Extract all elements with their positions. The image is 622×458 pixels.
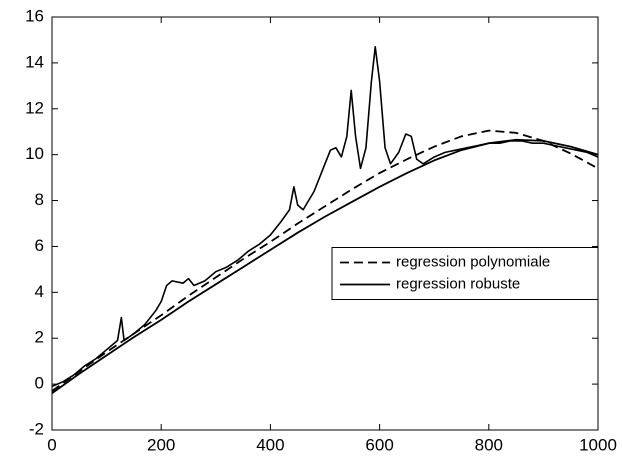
y-tick-label: 6 [35,236,44,255]
x-tick-label: 800 [475,435,503,454]
y-tick-label: 8 [35,190,44,209]
x-tick-label: 200 [147,435,175,454]
y-tick-label: 16 [25,6,44,25]
y-tick-label: 14 [25,52,44,71]
y-tick-label: 12 [25,98,44,117]
series-line [51,129,599,392]
y-tick-label: 10 [25,144,44,163]
legend-box [331,247,599,300]
y-tick-label: 4 [35,282,44,301]
legend-label: regression robuste [396,275,520,292]
plot-frame [51,16,599,431]
x-tick-label: 600 [365,435,393,454]
x-tick-label: 1000 [579,435,617,454]
y-tick-label: 2 [35,328,44,347]
series-line [51,138,599,395]
legend-label: regression polynomiale [396,253,550,270]
y-tick-label: -2 [29,419,44,438]
y-tick-label: 0 [35,374,44,393]
x-tick-label: 0 [47,435,56,454]
legend: regression polynomiale regression robuste [331,247,599,300]
x-tick-label: 400 [256,435,284,454]
